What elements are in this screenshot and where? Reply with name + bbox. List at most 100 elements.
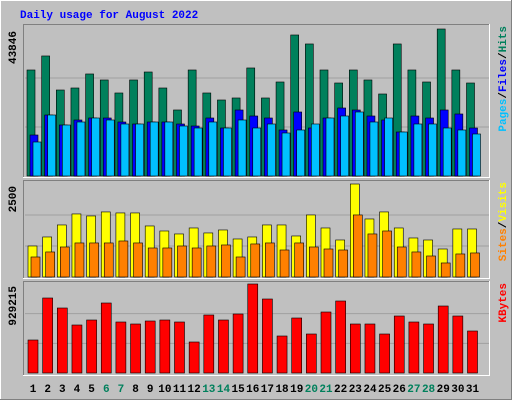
x-tick-label: 24 <box>363 384 377 396</box>
legend-separator: / <box>498 221 510 228</box>
bar <box>223 127 232 177</box>
x-tick-label: 31 <box>466 384 480 396</box>
bar <box>325 117 335 177</box>
bar <box>262 298 273 374</box>
bar <box>191 247 202 278</box>
x-tick-label: 6 <box>103 384 110 396</box>
bar <box>296 129 306 177</box>
bar <box>323 248 334 278</box>
bar <box>457 129 467 177</box>
bar <box>423 323 434 374</box>
legend-entry: Visits <box>498 182 510 222</box>
bar <box>349 323 361 374</box>
bar <box>338 249 348 278</box>
legend-separator: / <box>498 52 510 59</box>
bar <box>32 141 42 177</box>
x-tick-label: 10 <box>158 384 171 396</box>
bar <box>369 121 379 177</box>
bar <box>47 114 56 177</box>
bar <box>470 252 480 278</box>
bar <box>267 123 276 177</box>
bar <box>440 262 451 278</box>
bar <box>135 123 144 177</box>
bar <box>281 132 291 177</box>
bar <box>437 305 449 374</box>
bar <box>105 119 115 177</box>
bar <box>144 320 156 374</box>
bar <box>61 124 71 177</box>
bar <box>291 317 303 374</box>
x-tick-label: 22 <box>334 384 347 396</box>
x-tick-label: 27 <box>407 384 420 396</box>
bar <box>208 121 218 177</box>
legend: Sites/Visits <box>498 182 510 261</box>
bar <box>237 119 247 177</box>
bar <box>382 230 392 278</box>
bar <box>179 125 188 177</box>
x-tick-label: 23 <box>349 384 363 396</box>
y-tick-label: 43846 <box>8 31 20 64</box>
bar <box>396 246 407 278</box>
bar <box>56 307 68 374</box>
bar <box>71 324 83 374</box>
x-tick-label: 25 <box>378 384 392 396</box>
bar <box>442 127 452 177</box>
bar <box>352 214 363 278</box>
x-tick-label: 3 <box>59 384 66 396</box>
x-tick-label: 29 <box>437 384 450 396</box>
x-tick-label: 18 <box>275 384 289 396</box>
bar <box>340 115 349 177</box>
x-tick-label: 11 <box>173 384 187 396</box>
bar <box>100 302 112 374</box>
bar <box>320 311 332 374</box>
x-tick-label: 1 <box>30 384 37 396</box>
bar <box>252 127 262 177</box>
bar <box>193 127 203 177</box>
legend-entry: KBytes <box>498 283 510 323</box>
bar <box>177 245 187 278</box>
bar <box>86 319 97 374</box>
bar <box>384 117 393 177</box>
bar <box>42 297 53 374</box>
bar <box>133 242 143 278</box>
legend: KBytes <box>498 283 510 323</box>
chart-title: Daily usage for August 2022 <box>20 10 198 22</box>
x-tick-label: 9 <box>147 384 154 396</box>
bar <box>235 256 246 278</box>
bar <box>188 341 200 374</box>
bar <box>149 121 159 177</box>
x-tick-label: 2 <box>44 384 51 396</box>
bar <box>164 121 174 177</box>
bar <box>232 313 244 374</box>
bar <box>30 256 41 278</box>
x-tick-label: 26 <box>393 384 406 396</box>
bar <box>89 242 99 278</box>
bar <box>413 123 423 177</box>
y-tick-label: 929215 <box>8 286 20 326</box>
x-tick-label: 14 <box>217 384 231 396</box>
bar <box>74 242 85 278</box>
x-tick-label: 12 <box>188 384 201 396</box>
bar <box>221 244 231 278</box>
bar <box>265 242 275 278</box>
bar <box>27 339 39 374</box>
legend-entry: Sites <box>498 228 510 261</box>
legend-entry: Hits <box>498 26 510 52</box>
bar <box>364 323 376 374</box>
x-tick-label: 17 <box>261 384 274 396</box>
bar <box>426 255 436 278</box>
bar <box>398 131 408 177</box>
bar <box>103 242 114 278</box>
bar <box>393 315 405 374</box>
bar <box>115 321 127 374</box>
bar <box>354 111 364 177</box>
bar <box>130 323 141 374</box>
bar <box>452 315 464 374</box>
bar <box>174 321 185 374</box>
bar <box>247 283 259 374</box>
x-tick-label: 28 <box>422 384 436 396</box>
legend-entry: Files <box>498 59 510 92</box>
legend-separator: / <box>498 92 510 99</box>
